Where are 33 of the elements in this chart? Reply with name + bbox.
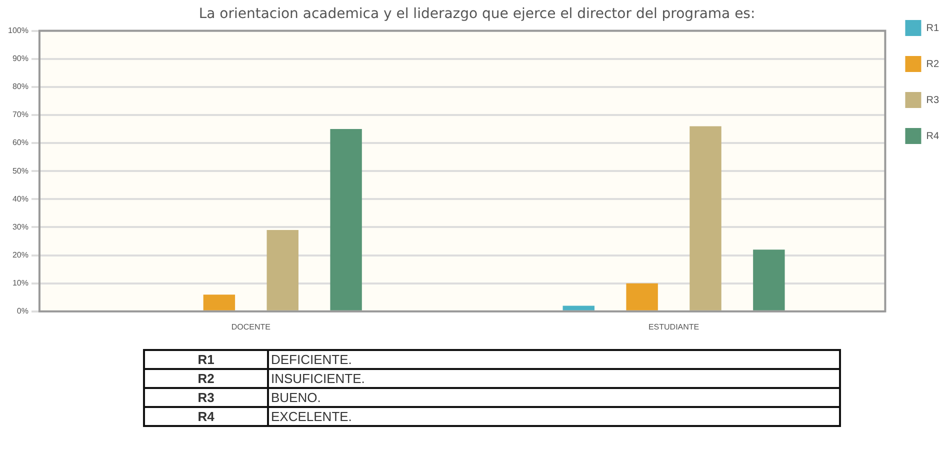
text: BUENO. xyxy=(268,388,840,407)
y-tick-label: 60% xyxy=(12,138,28,148)
bar xyxy=(626,283,658,310)
y-tick-label: 40% xyxy=(12,194,28,204)
x-tick-label: DOCENTE xyxy=(231,322,270,332)
bar xyxy=(330,129,362,310)
y-tick-label: 70% xyxy=(12,110,28,120)
y-tick-label: 0% xyxy=(16,306,28,316)
text: DEFICIENTE. xyxy=(268,350,840,369)
legend-label: R4 xyxy=(926,130,940,142)
text: R3 xyxy=(198,390,214,405)
x-tick-label: ESTUDIANTE xyxy=(648,322,700,332)
y-tick-label: 10% xyxy=(12,278,28,288)
y-tick-label: 80% xyxy=(12,82,28,92)
y-tick-label: 100% xyxy=(8,26,28,36)
bar xyxy=(203,294,236,310)
legend-label: R2 xyxy=(926,58,940,70)
y-tick-label: 50% xyxy=(12,166,28,176)
y-tick-label: 30% xyxy=(12,222,28,232)
bar xyxy=(266,230,298,310)
chart-title: La orientacion academica y el liderazgo que ejerce el director del programa es: xyxy=(198,6,756,22)
text: R4 xyxy=(198,409,214,424)
text: R1 xyxy=(198,352,214,367)
text: R2 xyxy=(198,371,214,386)
text: INSUFICIENTE. xyxy=(268,369,840,388)
y-tick-label: 20% xyxy=(12,250,28,260)
legend-label: R1 xyxy=(926,22,940,34)
bar xyxy=(690,126,722,310)
legend-label: R3 xyxy=(926,94,940,106)
bar xyxy=(753,250,785,310)
text: EXCELENTE. xyxy=(268,407,840,426)
y-tick-label: 90% xyxy=(12,54,28,64)
bar xyxy=(562,306,594,310)
